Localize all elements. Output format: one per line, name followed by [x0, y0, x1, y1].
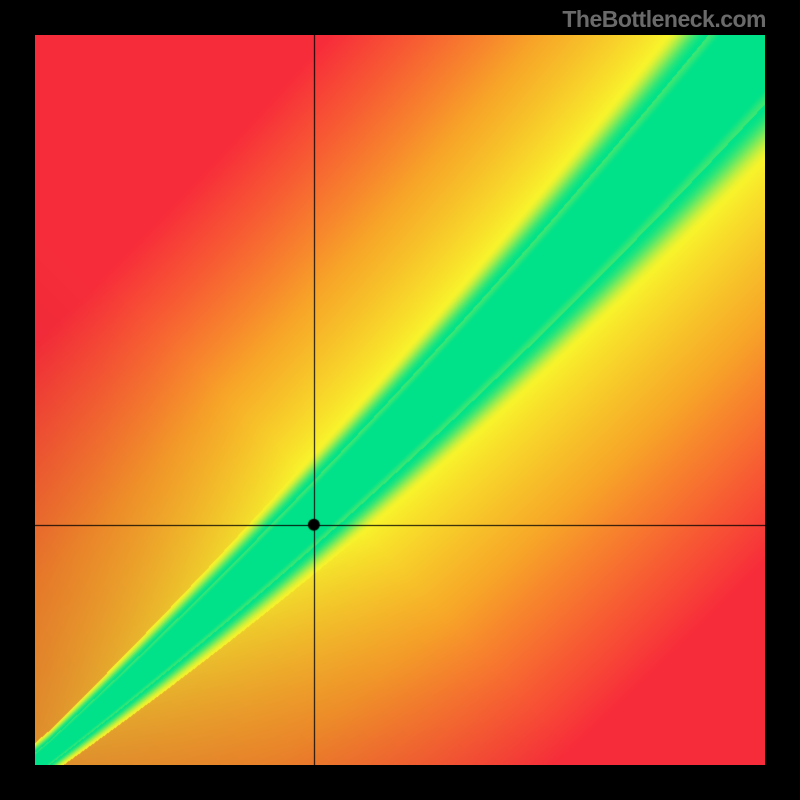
- watermark-text: TheBottleneck.com: [562, 6, 766, 33]
- bottleneck-heatmap: [35, 35, 765, 765]
